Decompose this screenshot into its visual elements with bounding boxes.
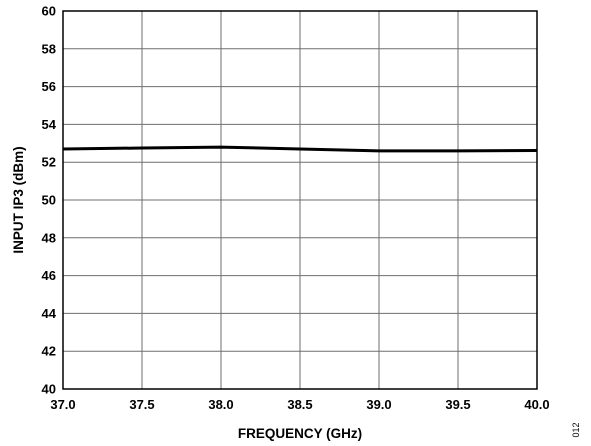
y-tick-label: 44 [42,306,57,321]
series-line-0 [62,145,538,153]
y-tick-label: 58 [42,41,56,56]
x-axis-label: FREQUENCY (GHz) [238,426,362,441]
y-axis-label: INPUT IP3 (dBm) [11,146,26,253]
series-group [62,145,538,153]
x-tick-label: 39.0 [366,397,391,412]
grid [62,10,538,390]
x-tick-label: 38.5 [287,397,312,412]
y-tick-label: 60 [42,4,56,19]
y-tick-label: 56 [42,79,56,94]
figure-id: 012 [571,422,581,437]
x-tick-label: 39.5 [445,397,470,412]
x-tick-label: 37.5 [129,397,154,412]
y-tick-label: 40 [42,382,56,397]
y-tick-label: 50 [42,193,56,208]
plot-frame [62,10,538,390]
x-tick-label: 37.0 [50,397,75,412]
x-tick-label: 40.0 [524,397,549,412]
y-tick-label: 46 [42,268,56,283]
y-tick-label: 54 [42,117,57,132]
x-tick-labels: 37.0 37.5 38.0 38.5 39.0 39.5 40.0 [50,397,549,412]
y-tick-label: 52 [42,155,56,170]
y-tick-label: 42 [42,344,56,359]
y-tick-labels: 40 42 44 46 48 50 52 54 56 58 60 [42,4,57,397]
y-tick-label: 48 [42,230,56,245]
x-tick-label: 38.0 [208,397,233,412]
